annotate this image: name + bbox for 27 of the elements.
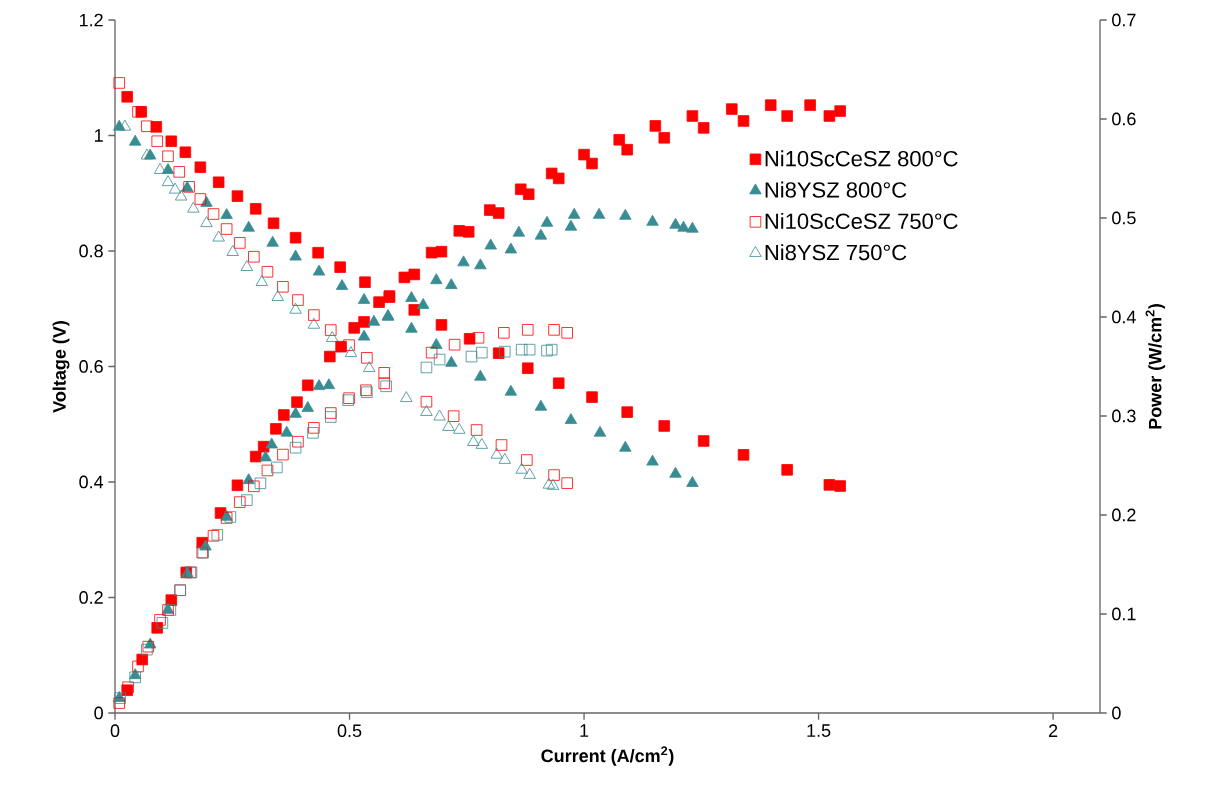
y-tick-label: 0.2 (79, 591, 103, 604)
y2-axis-title: Power (W/cm$^{2}$) (1145, 304, 1166, 429)
y2-tick-label: 0.6 (1112, 112, 1136, 126)
x-axis-title: Current (A/cm$^{2}$) (541, 746, 674, 766)
y-tick-label: 1 (95, 129, 103, 142)
x-tick-label: 1 (580, 724, 589, 737)
x-tick-label: 1.5 (807, 724, 831, 737)
y2-tick-label: 0 (1112, 706, 1121, 720)
legend-label: Ni10ScCeSZ 800°C (765, 150, 958, 167)
y-tick-label: 0.6 (79, 360, 103, 373)
legend-label: Ni10ScCeSZ 750°C (765, 212, 958, 230)
legend-label: Ni8YSZ 750°C (765, 244, 907, 261)
y2-tick-label: 0.2 (1112, 508, 1136, 522)
y2-tick-label: 0.4 (1112, 310, 1136, 324)
y-tick-label: 0 (94, 706, 103, 720)
legend-label: Ni8YSZ 800°C (765, 181, 907, 198)
x-tick-label: 0.5 (337, 724, 362, 738)
x-tick-label: 0 (110, 724, 120, 738)
y2-tick-label: 0.5 (1112, 211, 1136, 225)
y-tick-label: 1.2 (79, 13, 103, 27)
y-tick-label: 0.8 (79, 244, 103, 258)
y2-tick-label: 0.3 (1112, 409, 1136, 423)
y2-tick-label: 0.1 (1112, 607, 1136, 621)
x-tick-label: 2 (1048, 724, 1058, 737)
y-tick-label: 0.4 (79, 475, 104, 489)
y-axis-title: Voltage (V) (52, 321, 70, 413)
y2-tick-label: 0.7 (1112, 13, 1136, 27)
